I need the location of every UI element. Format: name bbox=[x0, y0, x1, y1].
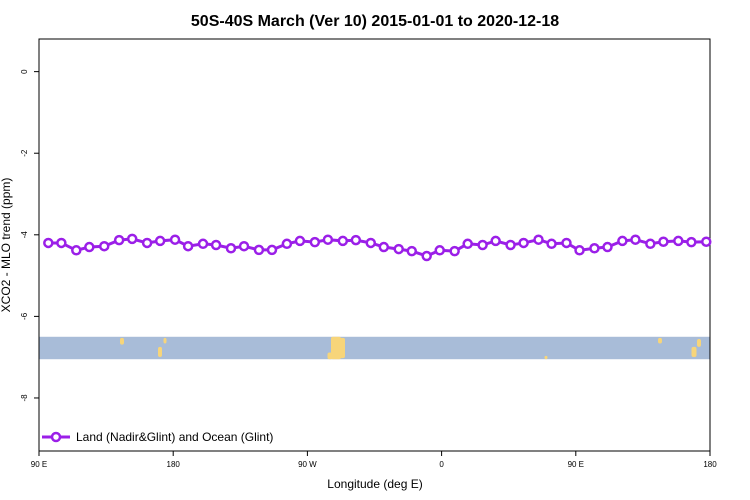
land-patch bbox=[331, 336, 341, 360]
data-point bbox=[84, 241, 95, 253]
land-patch bbox=[697, 339, 701, 347]
x-tick-label: 0 bbox=[439, 460, 444, 469]
data-point bbox=[477, 239, 488, 251]
data-point bbox=[98, 240, 110, 252]
data-point bbox=[350, 234, 362, 246]
x-tick-label: 90 E bbox=[568, 460, 584, 469]
data-point bbox=[658, 236, 669, 247]
chart-title: 50S-40S March (Ver 10) 2015-01-01 to 202… bbox=[191, 13, 559, 30]
data-point bbox=[617, 235, 628, 247]
data-point bbox=[113, 234, 125, 246]
y-tick-label: 0 bbox=[20, 69, 29, 74]
land-patch bbox=[658, 337, 662, 344]
data-point bbox=[238, 240, 250, 252]
y-tick-label: -2 bbox=[20, 149, 29, 157]
data-point bbox=[141, 237, 153, 249]
data-point bbox=[322, 234, 334, 245]
land-patch bbox=[120, 337, 124, 345]
data-point bbox=[225, 243, 237, 254]
data-point bbox=[518, 237, 529, 249]
y-axis: 0 -2 -4 -6 -8 bbox=[20, 69, 39, 402]
data-point bbox=[365, 237, 377, 249]
data-point bbox=[169, 234, 181, 245]
data-point bbox=[393, 243, 404, 255]
data-point bbox=[421, 250, 432, 262]
y-tick-label: -4 bbox=[20, 231, 29, 239]
data-point bbox=[533, 234, 544, 245]
series-layer bbox=[43, 233, 712, 262]
x-tick-label: 180 bbox=[703, 460, 717, 469]
y-tick-label: -8 bbox=[20, 394, 29, 402]
data-point bbox=[309, 236, 321, 248]
data-point bbox=[449, 245, 460, 257]
data-point bbox=[56, 237, 67, 249]
data-point bbox=[126, 233, 138, 245]
legend-label: Land (Nadir&Glint) and Ocean (Glint) bbox=[76, 430, 273, 444]
data-point bbox=[197, 238, 209, 250]
legend: Land (Nadir&Glint) and Ocean (Glint) bbox=[42, 430, 273, 444]
land-patch bbox=[158, 346, 162, 357]
land-patch bbox=[327, 352, 333, 360]
data-point bbox=[337, 235, 349, 247]
data-point bbox=[266, 244, 278, 256]
x-tick-label: 90 E bbox=[31, 460, 47, 469]
data-point bbox=[630, 234, 641, 245]
data-point bbox=[210, 239, 222, 251]
data-point bbox=[406, 245, 418, 257]
data-point bbox=[281, 238, 293, 250]
x-axis-label: Longitude (deg E) bbox=[327, 477, 422, 491]
x-tick-label: 180 bbox=[167, 460, 181, 469]
land-patch bbox=[339, 337, 345, 359]
y-tick-label: -6 bbox=[20, 312, 29, 320]
land-patch bbox=[544, 355, 548, 360]
data-point bbox=[253, 244, 265, 256]
data-point bbox=[182, 240, 194, 252]
data-point bbox=[645, 238, 656, 250]
data-point bbox=[71, 245, 82, 256]
data-point bbox=[490, 235, 501, 247]
data-point bbox=[462, 238, 473, 250]
data-point bbox=[701, 236, 712, 247]
legend-marker bbox=[50, 431, 62, 443]
data-point bbox=[546, 238, 557, 250]
data-point bbox=[673, 235, 684, 247]
data-point bbox=[589, 243, 600, 254]
y-axis-label: XCO2 - MLO trend (ppm) bbox=[0, 178, 13, 313]
x-tick-label: 90 W bbox=[298, 460, 317, 469]
land-ocean-band bbox=[39, 336, 710, 360]
data-point bbox=[602, 241, 613, 253]
data-point bbox=[561, 237, 572, 249]
data-point bbox=[434, 245, 445, 256]
data-point bbox=[686, 236, 697, 248]
data-point bbox=[43, 237, 54, 249]
data-point bbox=[154, 235, 166, 247]
ocean-band bbox=[39, 336, 710, 360]
land-patch bbox=[691, 346, 697, 357]
data-point bbox=[505, 239, 516, 251]
data-point bbox=[378, 241, 390, 253]
data-point bbox=[294, 235, 306, 247]
data-point bbox=[574, 245, 585, 256]
land-patch bbox=[163, 337, 167, 344]
x-axis: 90 E 180 90 W 0 90 E 180 bbox=[31, 451, 717, 469]
